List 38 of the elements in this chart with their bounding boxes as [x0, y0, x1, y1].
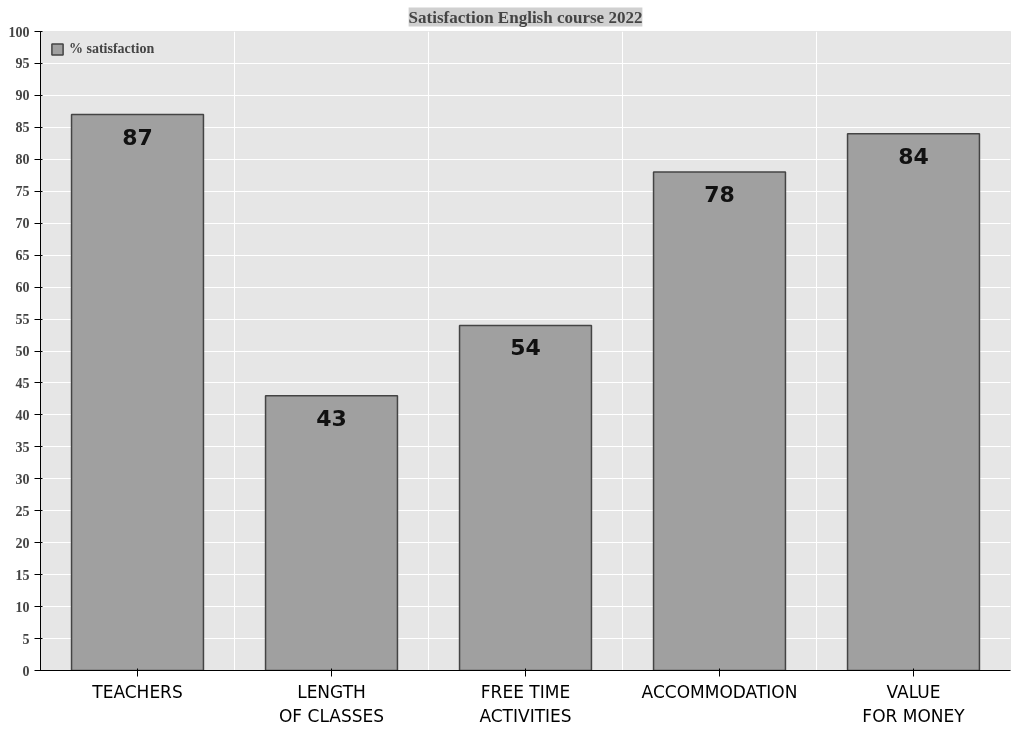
- y-tick-label: 5: [22, 631, 30, 647]
- y-tick-label: 0: [22, 663, 30, 679]
- y-tick-label: 15: [15, 567, 30, 583]
- y-tick-label: 10: [15, 599, 30, 615]
- y-tick-label: 40: [15, 407, 30, 423]
- data-label: 43: [316, 405, 347, 431]
- x-tick-label: FREE TIME ACTIVITIES: [479, 681, 572, 726]
- bar: [846, 132, 981, 671]
- data-label: 84: [898, 143, 929, 169]
- y-tick-label: 25: [15, 503, 30, 519]
- bar: [458, 324, 593, 671]
- y-tick-label: 30: [15, 471, 30, 487]
- x-tick-label: TEACHERS: [91, 681, 183, 702]
- bar: [264, 394, 399, 671]
- legend-label: % satisfaction: [69, 41, 155, 57]
- chart-title: Satisfaction English course 2022: [408, 7, 643, 27]
- y-tick-label: 65: [15, 248, 30, 264]
- data-label: 87: [122, 124, 153, 150]
- y-tick-label: 20: [15, 535, 30, 551]
- y-tick-label: 50: [15, 344, 30, 359]
- x-tick-label: LENGTH OF CLASSES: [278, 681, 385, 726]
- y-tick-label: 55: [15, 312, 30, 328]
- y-tick-label: 70: [15, 216, 30, 232]
- y-tick-label: 35: [15, 439, 30, 455]
- y-tick-label: 75: [15, 184, 30, 200]
- y-tick-label: 85: [15, 120, 30, 136]
- x-tick-label: VALUE FOR MONEY: [862, 681, 966, 726]
- y-tick-label: 80: [15, 152, 30, 168]
- y-tick-label: 45: [15, 375, 30, 391]
- bar: [70, 113, 205, 671]
- x-tick-label: ACCOMMODATION: [641, 681, 798, 702]
- y-tick-label: 60: [15, 280, 30, 296]
- y-tick-label: 90: [15, 88, 30, 104]
- data-label: 54: [510, 335, 541, 361]
- y-tick-label: 100: [8, 24, 30, 40]
- data-label: 78: [704, 182, 735, 208]
- y-tick-label: 95: [15, 56, 30, 72]
- bar: [652, 171, 787, 671]
